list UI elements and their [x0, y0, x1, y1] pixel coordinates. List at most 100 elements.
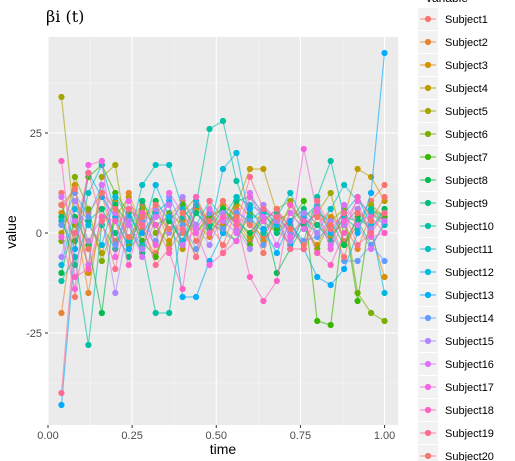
series-subject19	[58, 169, 388, 397]
data-point	[71, 273, 79, 281]
data-point	[166, 161, 173, 169]
data-point	[367, 309, 375, 317]
data-point	[112, 229, 119, 237]
data-point	[206, 125, 213, 133]
data-point	[341, 265, 348, 273]
data-point	[71, 229, 79, 237]
legend-label: Subject2	[445, 37, 488, 49]
data-point	[112, 217, 119, 225]
data-point	[85, 213, 92, 221]
data-point	[152, 261, 159, 269]
x-tick-label: 0.75	[290, 430, 311, 442]
legend-label: Subject19	[445, 428, 494, 440]
data-point	[179, 241, 186, 249]
data-point	[71, 173, 79, 181]
data-point	[152, 201, 159, 209]
data-point	[58, 401, 65, 409]
legend-title: variable	[426, 0, 468, 5]
data-point	[314, 213, 321, 221]
data-point	[327, 321, 334, 329]
data-point	[206, 197, 213, 205]
data-point	[260, 217, 267, 225]
legend-key-point	[424, 429, 432, 437]
legend-key-point	[424, 245, 432, 253]
data-point	[152, 213, 159, 221]
data-point	[192, 193, 200, 201]
legend-key-point	[424, 360, 432, 368]
legend-key-point	[424, 268, 432, 276]
data-point	[98, 257, 105, 265]
legend-label: Subject1	[445, 14, 488, 26]
data-point	[192, 229, 200, 237]
data-point	[58, 261, 65, 269]
data-point	[260, 249, 267, 257]
data-point	[233, 193, 240, 201]
data-point	[273, 205, 280, 213]
data-point	[354, 209, 361, 217]
data-point	[354, 257, 361, 265]
series-subject18	[58, 157, 388, 305]
data-point	[152, 161, 159, 169]
data-point	[381, 217, 388, 225]
data-point	[206, 229, 213, 237]
data-point	[58, 93, 65, 101]
data-point	[327, 189, 334, 197]
legend-label: Subject6	[445, 129, 488, 141]
data-point	[246, 229, 254, 237]
data-point	[192, 253, 200, 261]
legend-key-point	[424, 383, 432, 391]
data-point	[58, 157, 65, 165]
data-point	[58, 233, 65, 241]
data-point	[233, 237, 240, 245]
data-point	[287, 201, 294, 209]
data-point	[58, 277, 65, 285]
x-tick-label: 1.00	[374, 430, 395, 442]
data-point	[112, 289, 119, 297]
data-point	[85, 265, 92, 273]
data-point	[327, 281, 334, 289]
data-point	[260, 165, 267, 173]
data-point	[260, 225, 267, 233]
data-point	[260, 205, 267, 213]
data-point	[71, 293, 79, 301]
y-tick-label: -25	[26, 328, 42, 340]
x-axis-title: time	[210, 441, 237, 457]
data-point	[58, 193, 65, 201]
data-point	[381, 209, 388, 217]
data-point	[98, 241, 105, 249]
data-point	[166, 189, 173, 197]
data-point	[112, 253, 119, 261]
y-tick-label: 0	[36, 228, 42, 240]
series-subject20	[58, 185, 388, 261]
data-point	[354, 193, 361, 201]
data-point	[125, 261, 132, 269]
data-point	[381, 257, 388, 265]
data-point	[246, 245, 254, 253]
data-point	[300, 217, 307, 225]
legend-label: Subject5	[445, 106, 488, 118]
data-point	[381, 273, 388, 281]
data-point	[273, 249, 280, 257]
data-point	[341, 209, 348, 217]
data-point	[125, 205, 132, 213]
legend-key-point	[424, 153, 432, 161]
data-point	[354, 165, 361, 173]
legend-label: Subject14	[445, 313, 494, 325]
legend-key-point	[424, 291, 432, 299]
data-point	[112, 193, 119, 201]
data-point	[166, 245, 173, 253]
legend-key-point	[424, 199, 432, 207]
data-point	[58, 201, 65, 209]
data-point	[152, 241, 159, 249]
data-point	[314, 221, 321, 229]
data-point	[246, 173, 254, 181]
data-point	[327, 221, 334, 229]
data-point	[139, 253, 146, 261]
data-point	[219, 213, 227, 221]
legend-label: Subject16	[445, 359, 494, 371]
data-point	[125, 245, 132, 253]
data-point	[85, 221, 92, 229]
data-point	[314, 229, 321, 237]
data-point	[192, 237, 200, 245]
